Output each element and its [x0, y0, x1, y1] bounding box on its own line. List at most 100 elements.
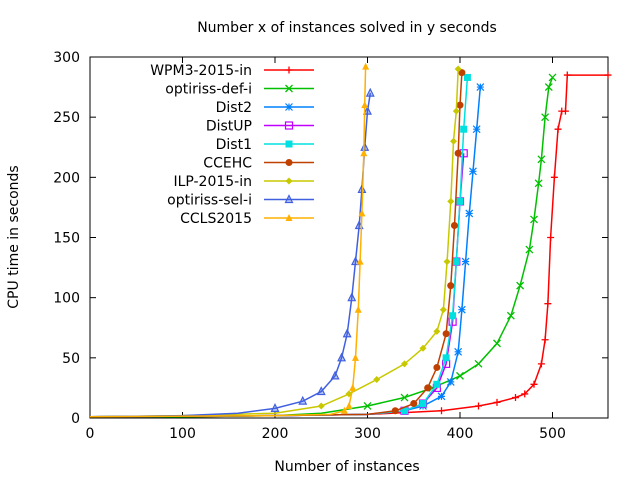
data-point: [361, 101, 369, 109]
data-point: [604, 71, 612, 79]
series-Dist2: [89, 83, 485, 418]
data-point: [340, 406, 348, 414]
series-CCEHC: [89, 69, 466, 418]
data-point: [354, 305, 362, 313]
data-point: [373, 375, 381, 383]
data-point: [476, 83, 485, 92]
legend-label: CCLS2015: [180, 211, 252, 227]
legend-label: ILP-2015-in: [173, 174, 252, 190]
legend-label: CCEHC: [203, 156, 252, 172]
x-axis-label: Number of instances: [274, 459, 419, 475]
data-point: [358, 209, 366, 217]
series-optiriss-def-i: [90, 73, 557, 418]
data-point: [424, 384, 432, 392]
plot-area: [89, 56, 609, 419]
data-point: [285, 84, 293, 93]
series-CCLS2015: [89, 62, 370, 418]
data-point: [351, 353, 359, 361]
data-point: [457, 305, 466, 314]
y-tick-label: 50: [62, 351, 80, 367]
data-point: [452, 258, 460, 266]
y-tick-label: 300: [53, 50, 80, 66]
x-tick-label: 200: [262, 426, 289, 442]
data-point: [548, 73, 557, 82]
data-point: [537, 155, 546, 164]
data-point: [351, 256, 360, 266]
data-point: [452, 107, 460, 115]
data-point: [454, 65, 462, 73]
data-point: [447, 282, 455, 290]
data-point: [512, 394, 519, 402]
data-point: [285, 103, 293, 111]
data-point: [285, 159, 293, 166]
data-point: [469, 167, 477, 176]
data-point: [330, 370, 340, 380]
data-point: [317, 402, 325, 410]
data-point: [465, 209, 474, 218]
data-point: [285, 66, 293, 74]
data-point: [442, 354, 450, 362]
series-layer: [89, 62, 612, 418]
data-point: [541, 336, 549, 344]
data-point: [454, 347, 463, 356]
data-point: [342, 328, 352, 338]
data-point: [356, 257, 364, 265]
series-line: [89, 153, 465, 418]
x-tick-label: 0: [86, 426, 95, 442]
data-point: [516, 281, 525, 290]
data-point: [360, 149, 368, 157]
data-point: [544, 300, 552, 308]
data-point: [391, 407, 399, 415]
series-line: [89, 77, 469, 418]
data-point: [401, 407, 408, 415]
legend: WPM3-2015-in optiriss-def-i Dist2 DistUP Dis…: [150, 63, 314, 227]
data-point: [563, 71, 571, 79]
data-point: [461, 257, 470, 266]
legend-label: Dist2: [216, 100, 252, 116]
data-point: [463, 73, 471, 81]
data-point: [456, 101, 464, 109]
data-point: [475, 402, 482, 410]
data-point: [460, 125, 468, 133]
data-point: [456, 197, 464, 205]
data-point: [363, 402, 372, 410]
data-point: [454, 149, 462, 157]
data-point: [456, 371, 464, 380]
data-point: [472, 125, 481, 134]
data-point: [347, 292, 357, 302]
legend-label: optiriss-sel-i: [167, 193, 252, 209]
legend-label: DistUP: [206, 119, 252, 135]
data-point: [285, 140, 293, 148]
legend-label: optiriss-def-i: [165, 82, 252, 98]
data-point: [550, 173, 558, 181]
x-tick-label: 300: [354, 426, 381, 442]
data-point: [443, 258, 451, 266]
data-point: [419, 400, 427, 408]
data-point: [285, 214, 293, 221]
data-point: [419, 344, 427, 352]
data-point: [410, 400, 418, 408]
y-axis-label: CPU time in seconds: [6, 165, 22, 308]
data-point: [433, 380, 441, 388]
data-point: [401, 360, 408, 368]
data-point: [438, 407, 445, 415]
series-DistUP: [89, 149, 468, 418]
data-point: [284, 194, 294, 204]
data-point: [433, 363, 441, 371]
y-tick-label: 150: [53, 231, 80, 247]
data-point: [447, 197, 455, 205]
data-point: [284, 121, 294, 130]
data-point: [349, 383, 357, 391]
data-point: [450, 137, 458, 145]
data-point: [442, 330, 450, 338]
data-point: [270, 403, 280, 412]
legend-label: WPM3-2015-in: [150, 63, 252, 79]
data-point: [298, 395, 308, 405]
data-point: [547, 234, 555, 241]
axis-ticks: 0 100 200 300 400 500 0 50 100 150 200 250 300: [53, 50, 608, 442]
data-point: [544, 83, 553, 92]
data-point: [530, 215, 538, 224]
chart-title: Number x of instances solved in y second…: [197, 20, 497, 36]
data-point: [525, 245, 534, 254]
